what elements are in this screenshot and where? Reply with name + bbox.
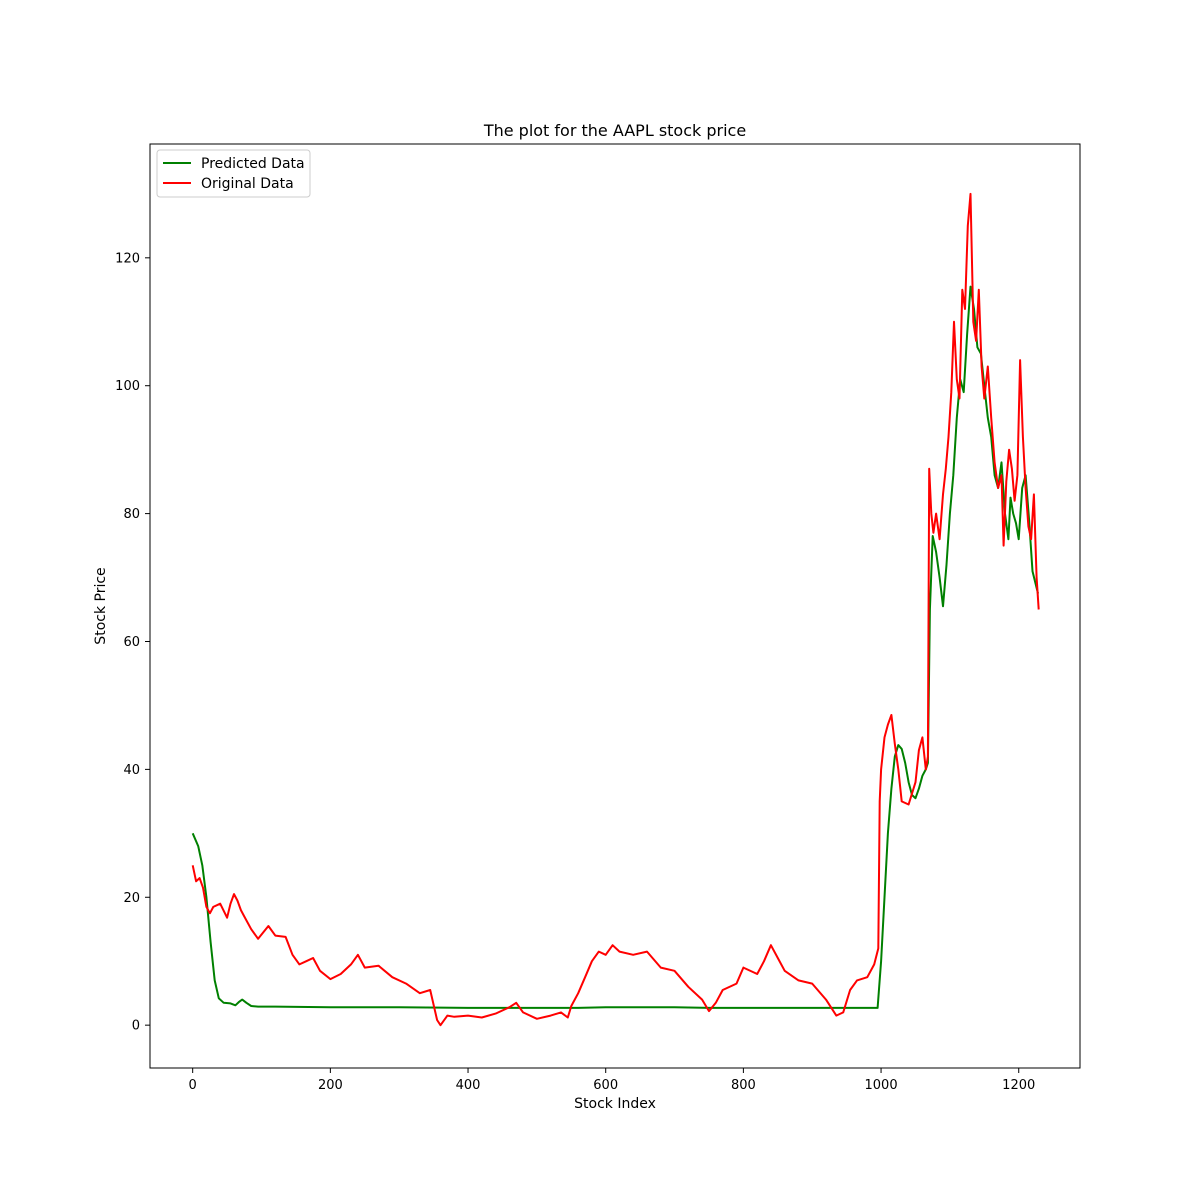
y-axis-label: Stock Price	[93, 567, 109, 644]
x-tick-label: 1000	[865, 1078, 898, 1093]
series-line-original	[191, 192, 1040, 1027]
series-line-predicted	[191, 285, 1039, 1009]
y-tick-label: 20	[123, 891, 140, 906]
x-axis-ticks: 0 200 400 600 800 1000 1200	[189, 1068, 1035, 1093]
y-axis-ticks: 0 20 40 60 80 100 120	[115, 251, 150, 1034]
legend: Predicted Data Original Data	[156, 149, 311, 198]
y-tick-label: 60	[123, 635, 140, 650]
legend-box	[156, 149, 311, 198]
axes-frame	[149, 143, 1081, 1069]
x-tick-label: 1200	[1002, 1078, 1035, 1093]
y-tick-label: 120	[115, 251, 140, 266]
y-tick-label: 40	[123, 763, 140, 778]
legend-label-original: Original Data	[201, 176, 294, 192]
x-axis-label: Stock Index	[574, 1096, 656, 1112]
y-tick-label: 80	[123, 507, 140, 522]
y-tick-label: 100	[115, 379, 140, 394]
x-tick-label: 400	[456, 1078, 481, 1093]
legend-label-predicted: Predicted Data	[201, 156, 305, 172]
plot-series	[191, 192, 1040, 1027]
x-tick-label: 0	[189, 1078, 197, 1093]
x-tick-label: 600	[593, 1078, 618, 1093]
x-tick-label: 800	[731, 1078, 756, 1093]
chart-title: The plot for the AAPL stock price	[483, 121, 746, 140]
y-tick-label: 0	[132, 1019, 140, 1034]
x-tick-label: 200	[318, 1078, 343, 1093]
